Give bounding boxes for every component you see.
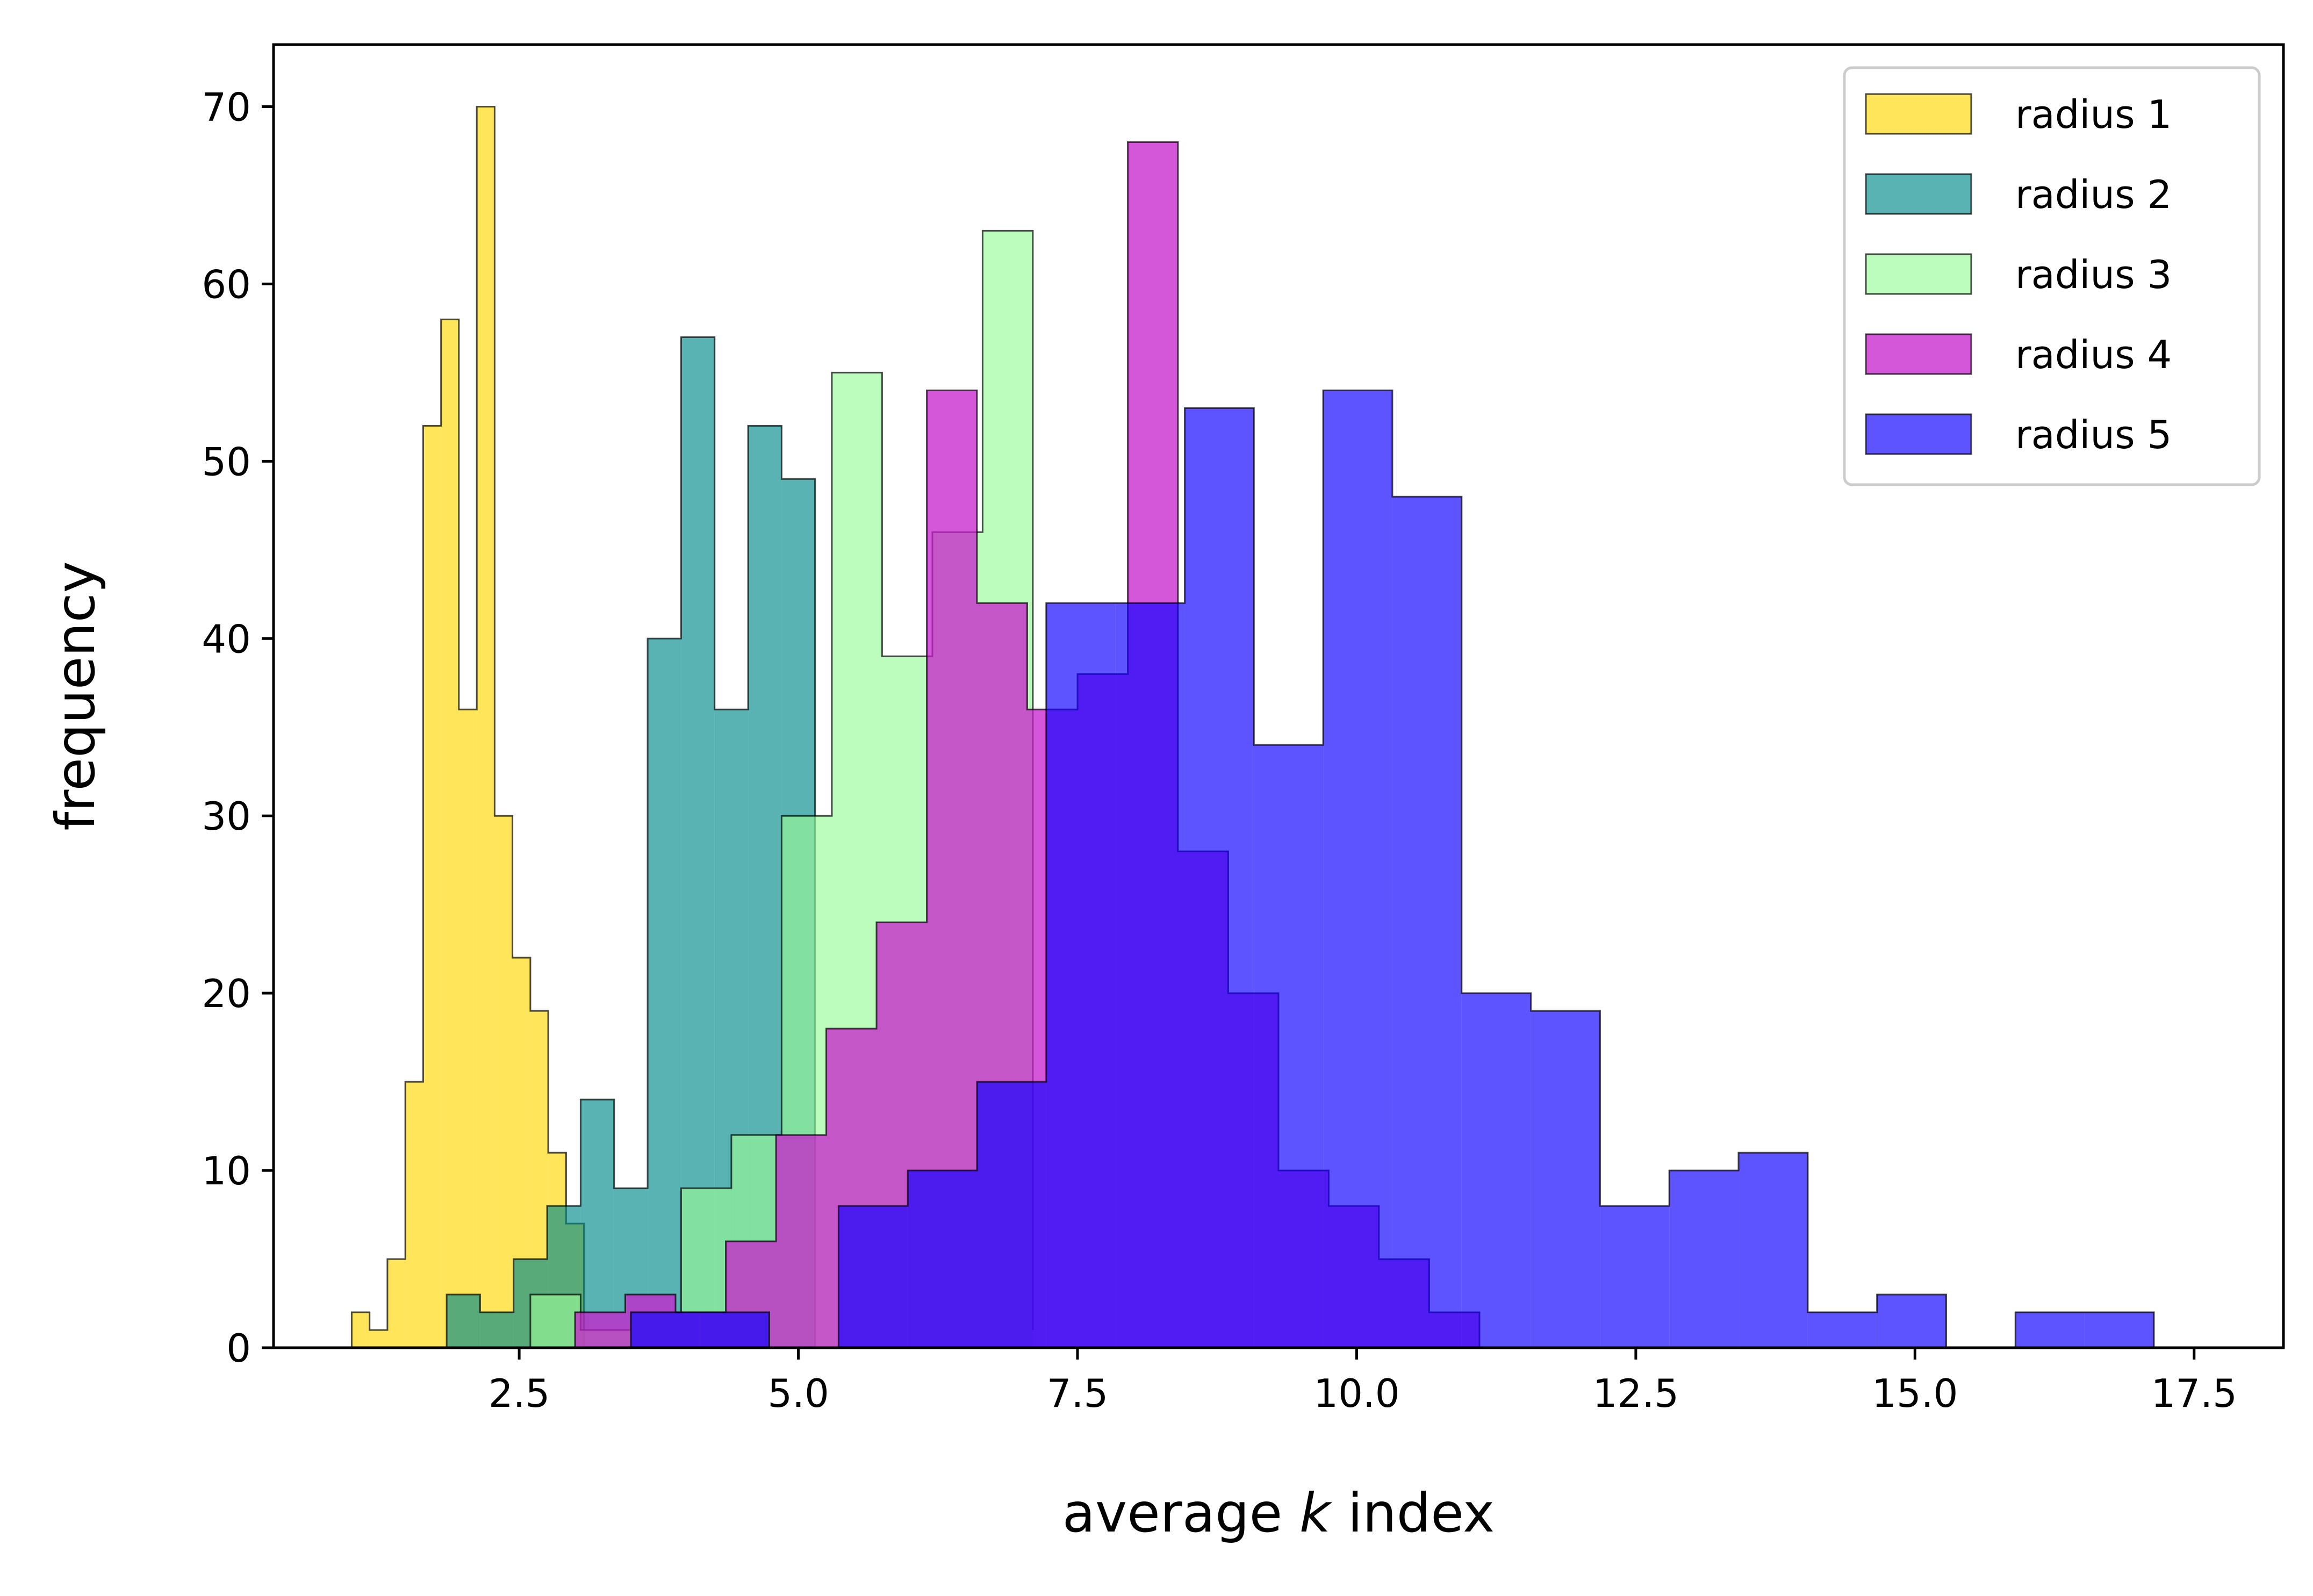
y-tick-label: 40 bbox=[202, 616, 251, 662]
series-1-outline bbox=[350, 106, 602, 1349]
x-tick-label: 17.5 bbox=[2151, 1371, 2237, 1416]
legend-label: radius 5 bbox=[2015, 412, 2172, 457]
histogram-bar bbox=[447, 1295, 480, 1348]
histogram-bar bbox=[494, 816, 513, 1348]
histogram-bar bbox=[838, 1206, 908, 1348]
x-tick-label: 5.0 bbox=[767, 1371, 829, 1416]
plot-area-frame bbox=[272, 43, 2285, 1349]
legend-label: radius 1 bbox=[2015, 92, 2172, 137]
legend-label: radius 4 bbox=[2015, 332, 2172, 377]
histogram-bar bbox=[580, 1099, 614, 1348]
series-5-bars bbox=[630, 389, 2194, 1349]
y-tick-label: 60 bbox=[202, 262, 251, 307]
legend-swatch bbox=[1865, 253, 1972, 295]
histogram-bar bbox=[1392, 497, 1462, 1348]
y-tick-label: 0 bbox=[226, 1326, 251, 1371]
series-5-outline bbox=[630, 389, 2194, 1349]
histogram-bar bbox=[575, 1312, 626, 1348]
y-axis-ticks: 0 10 20 30 40 50 60 70 bbox=[202, 84, 274, 1371]
histogram-bar bbox=[681, 337, 715, 1348]
series-2-outline bbox=[446, 336, 816, 1348]
histogram-bar bbox=[351, 1312, 370, 1348]
legend-swatch bbox=[1865, 93, 1972, 135]
x-axis-title-part-3: index bbox=[1331, 1482, 1495, 1544]
histogram-bar bbox=[776, 1135, 827, 1348]
histogram-bar bbox=[477, 106, 495, 1348]
histogram-bar bbox=[1877, 1295, 1946, 1348]
y-tick-label: 70 bbox=[202, 84, 251, 130]
x-tick-label: 15.0 bbox=[1872, 1371, 1958, 1416]
histogram-bar bbox=[2085, 1312, 2154, 1348]
x-tick-label: 10.0 bbox=[1313, 1371, 1399, 1416]
histogram-bar bbox=[1115, 603, 1185, 1348]
histogram-bar bbox=[1600, 1206, 1670, 1348]
histogram-bar bbox=[369, 1330, 387, 1348]
legend: radius 1 radius 2 radius 3 radius 4 radius 5 bbox=[1843, 66, 2261, 486]
histogram-bar bbox=[1461, 993, 1531, 1348]
histogram-bars bbox=[350, 106, 2194, 1349]
x-axis-title: average k index bbox=[1062, 1482, 1495, 1544]
y-tick-label: 10 bbox=[202, 1148, 251, 1194]
x-axis-ticks: 2.5 5.0 7.5 10.0 12.5 15.0 17.5 bbox=[489, 1348, 2237, 1416]
legend-frame bbox=[1843, 66, 2261, 486]
y-axis-title: frequency bbox=[44, 561, 107, 831]
histogram-bar bbox=[458, 709, 477, 1348]
legend-swatch bbox=[1865, 173, 1972, 215]
histogram-bar bbox=[1669, 1170, 1739, 1348]
histogram-bar bbox=[1323, 390, 1392, 1348]
y-tick-label: 20 bbox=[202, 971, 251, 1016]
histogram-bar bbox=[1807, 1312, 1877, 1348]
histogram-bar bbox=[2015, 1312, 2085, 1348]
x-axis-title-part-1: average bbox=[1062, 1482, 1299, 1544]
legend-swatch bbox=[1865, 413, 1972, 455]
histogram-bar bbox=[387, 1259, 406, 1348]
x-tick-label: 12.5 bbox=[1593, 1371, 1679, 1416]
histogram-bar bbox=[1254, 745, 1324, 1348]
y-tick-label: 50 bbox=[202, 439, 251, 484]
histogram-bar bbox=[1739, 1153, 1808, 1348]
legend-swatch bbox=[1865, 333, 1972, 375]
histogram-bar bbox=[405, 1082, 423, 1348]
histogram-bar bbox=[423, 426, 441, 1348]
histogram-bar bbox=[648, 638, 681, 1348]
x-tick-label: 2.5 bbox=[489, 1371, 550, 1416]
legend-items: radius 1 radius 2 radius 3 radius 4 radius 5 bbox=[1865, 92, 2172, 457]
histogram-bar bbox=[1184, 408, 1254, 1348]
x-tick-label: 7.5 bbox=[1047, 1371, 1109, 1416]
histogram-bar bbox=[530, 1295, 581, 1348]
x-axis-title-k: k bbox=[1299, 1482, 1333, 1544]
histogram-bar bbox=[700, 1312, 770, 1348]
y-tick-label: 30 bbox=[202, 794, 251, 839]
legend-label: radius 3 bbox=[2015, 252, 2172, 297]
histogram-bar bbox=[1046, 603, 1116, 1348]
histogram-bar bbox=[441, 319, 459, 1348]
histogram-bar bbox=[630, 1312, 700, 1348]
histogram-bar bbox=[480, 1312, 514, 1348]
histogram-bar bbox=[908, 1170, 977, 1348]
legend-label: radius 2 bbox=[2015, 172, 2172, 217]
histogram-bar bbox=[977, 1082, 1046, 1348]
histogram-bar bbox=[1531, 1011, 1600, 1348]
